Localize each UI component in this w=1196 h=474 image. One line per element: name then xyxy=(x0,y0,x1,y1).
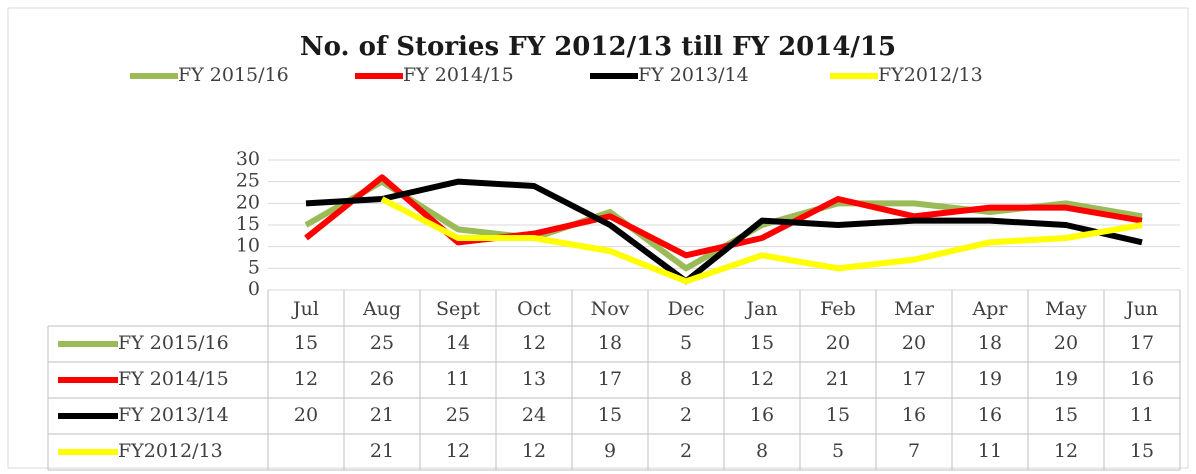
table-row-label: FY2012/13 xyxy=(118,440,223,462)
table-cell: 11 xyxy=(1130,404,1154,426)
table-cell: 15 xyxy=(826,404,850,426)
table-cell: 11 xyxy=(446,368,470,390)
table-cell: 15 xyxy=(294,332,318,354)
y-tick-label: 5 xyxy=(248,256,260,278)
table-row-label: FY 2013/14 xyxy=(118,404,229,426)
table-cell: 17 xyxy=(598,368,622,390)
table-cell: 9 xyxy=(604,440,616,462)
legend-label: FY2012/13 xyxy=(878,64,983,86)
table-cell: 2 xyxy=(680,404,692,426)
table-cell: 8 xyxy=(756,440,768,462)
table-cell: 16 xyxy=(978,404,1002,426)
table-cell: 12 xyxy=(522,332,546,354)
x-tick-label: Mar xyxy=(894,298,935,320)
x-tick-label: Aug xyxy=(362,298,401,320)
series-line xyxy=(305,178,1143,285)
table-cell: 18 xyxy=(978,332,1002,354)
x-tick-label: May xyxy=(1045,298,1087,320)
table-row-label: FY 2015/16 xyxy=(118,332,229,354)
table-cell: 25 xyxy=(446,404,470,426)
table-cell: 14 xyxy=(446,332,470,354)
table-cell: 20 xyxy=(826,332,850,354)
y-tick-label: 30 xyxy=(236,148,260,170)
legend-label: FY 2013/14 xyxy=(638,64,749,86)
table-cell: 7 xyxy=(908,440,920,462)
table-cell: 15 xyxy=(598,404,622,426)
series-line xyxy=(380,196,1143,285)
table-row-label: FY 2014/15 xyxy=(118,368,229,390)
table-cell: 16 xyxy=(902,404,926,426)
table-cell: 12 xyxy=(294,368,318,390)
table-cell: 5 xyxy=(832,440,844,462)
table-cell: 11 xyxy=(978,440,1002,462)
table-cell: 17 xyxy=(902,368,926,390)
table-cell: 15 xyxy=(1054,404,1078,426)
x-tick-label: Feb xyxy=(820,298,856,320)
x-tick-label: Jan xyxy=(744,298,777,320)
table-cell: 15 xyxy=(1130,440,1154,462)
table-cell: 20 xyxy=(294,404,318,426)
table-cell: 12 xyxy=(1054,440,1078,462)
table-cell: 21 xyxy=(370,440,394,462)
table-cell: 16 xyxy=(1130,368,1154,390)
table-cell: 16 xyxy=(750,404,774,426)
x-tick-label: Nov xyxy=(591,298,630,320)
table-cell: 18 xyxy=(598,332,622,354)
y-tick-label: 10 xyxy=(236,235,260,257)
table-cell: 2 xyxy=(680,440,692,462)
chart-border xyxy=(7,7,1189,469)
legend-label: FY 2015/16 xyxy=(178,64,289,86)
table-cell: 19 xyxy=(1054,368,1078,390)
x-tick-label: Sept xyxy=(436,298,480,320)
table-cell: 26 xyxy=(370,368,394,390)
x-tick-label: Dec xyxy=(667,298,704,320)
x-tick-label: Jul xyxy=(291,298,319,320)
table-cell: 24 xyxy=(522,404,546,426)
y-tick-label: 15 xyxy=(236,213,260,235)
table-cell: 12 xyxy=(446,440,470,462)
table-cell: 17 xyxy=(1130,332,1154,354)
x-tick-label: Oct xyxy=(517,298,551,320)
table-cell: 20 xyxy=(902,332,926,354)
table-cell: 21 xyxy=(370,404,394,426)
x-tick-label: Jun xyxy=(1124,298,1158,320)
y-tick-label: 0 xyxy=(248,278,260,300)
chart-title: No. of Stories FY 2012/13 till FY 2014/1… xyxy=(300,32,896,62)
table-cell: 19 xyxy=(978,368,1002,390)
table-cell: 8 xyxy=(680,368,692,390)
table-cell: 5 xyxy=(680,332,692,354)
x-tick-label: Apr xyxy=(972,298,1009,320)
table-cell: 12 xyxy=(522,440,546,462)
table-cell: 20 xyxy=(1054,332,1078,354)
legend-label: FY 2014/15 xyxy=(403,64,514,86)
table-cell: 12 xyxy=(750,368,774,390)
table-cell: 21 xyxy=(826,368,850,390)
y-tick-label: 25 xyxy=(236,170,260,192)
table-cell: 13 xyxy=(522,368,546,390)
table-cell: 25 xyxy=(370,332,394,354)
y-tick-label: 20 xyxy=(236,191,260,213)
table-cell: 15 xyxy=(750,332,774,354)
